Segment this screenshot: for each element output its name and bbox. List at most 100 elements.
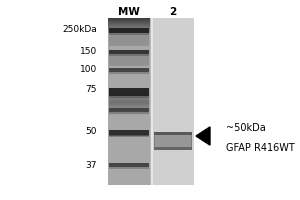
Bar [109, 103, 149, 104]
Bar [154, 132, 192, 135]
Bar [109, 59, 149, 60]
Bar [109, 104, 149, 105]
Bar [109, 44, 149, 45]
Bar [109, 62, 149, 63]
Bar [154, 147, 192, 150]
Bar [108, 24, 150, 25]
Bar [109, 88, 149, 96]
Bar [108, 20, 150, 21]
Bar [108, 29, 150, 30]
Bar [155, 135, 191, 147]
Bar [109, 28, 149, 33]
Text: MW: MW [118, 7, 140, 17]
Bar [108, 30, 150, 31]
Bar [109, 101, 149, 102]
Bar [109, 35, 149, 36]
Bar [109, 34, 149, 35]
Bar [109, 55, 149, 56]
Bar [109, 60, 149, 61]
Polygon shape [196, 127, 210, 145]
Bar [109, 43, 149, 44]
Bar [109, 57, 149, 58]
Bar [109, 61, 149, 62]
Bar [109, 108, 149, 112]
Bar [109, 114, 149, 115]
Bar [109, 112, 149, 113]
Bar [109, 97, 149, 98]
Bar [109, 112, 149, 114]
Text: 75: 75 [85, 86, 97, 95]
Bar [151, 18, 153, 185]
Bar [109, 100, 149, 101]
Bar [109, 106, 149, 107]
Bar [109, 109, 149, 110]
Bar [108, 18, 150, 19]
Bar [109, 93, 149, 94]
Bar [154, 132, 192, 150]
Bar [109, 41, 149, 42]
Bar [109, 65, 149, 66]
Text: 100: 100 [80, 66, 97, 74]
Text: 150: 150 [80, 47, 97, 56]
Bar [109, 39, 149, 40]
Bar [109, 36, 149, 37]
Bar [109, 98, 149, 99]
Bar [108, 18, 192, 185]
Bar [109, 130, 149, 135]
Bar [109, 110, 149, 111]
Bar [109, 72, 149, 74]
Bar [109, 58, 149, 59]
Bar [108, 32, 150, 33]
Bar [109, 113, 149, 114]
Bar [109, 37, 149, 38]
Bar [109, 89, 149, 90]
Bar [109, 92, 149, 93]
Bar [108, 31, 150, 32]
Bar [109, 52, 149, 53]
Bar [108, 18, 150, 185]
Bar [109, 105, 149, 106]
Bar [109, 32, 149, 33]
Bar [109, 167, 149, 169]
Bar [108, 27, 150, 28]
Bar [109, 42, 149, 43]
Text: 2: 2 [169, 7, 177, 17]
Bar [109, 33, 149, 35]
Bar [109, 107, 149, 108]
Text: 250kDa: 250kDa [62, 25, 97, 34]
Text: ~50kDa: ~50kDa [226, 123, 266, 133]
Bar [108, 25, 150, 26]
Bar [109, 108, 149, 109]
Bar [109, 135, 149, 137]
Bar [108, 26, 150, 27]
Bar [109, 111, 149, 112]
Bar [108, 22, 150, 23]
Bar [109, 54, 149, 55]
Bar [109, 54, 149, 56]
Bar [109, 95, 149, 96]
Bar [109, 53, 149, 54]
Text: 37: 37 [85, 160, 97, 170]
Text: GFAP R416WT: GFAP R416WT [226, 143, 295, 153]
Bar [109, 38, 149, 39]
Bar [109, 102, 149, 103]
Bar [109, 50, 149, 54]
Bar [109, 91, 149, 92]
Bar [109, 56, 149, 57]
Bar [109, 63, 149, 64]
Bar [109, 163, 149, 167]
Bar [109, 88, 149, 89]
Bar [109, 96, 149, 98]
Text: 50: 50 [85, 128, 97, 136]
Bar [108, 21, 150, 22]
Bar [109, 64, 149, 65]
Bar [109, 130, 149, 136]
Bar [152, 18, 194, 185]
Bar [108, 23, 150, 24]
Bar [109, 94, 149, 95]
Bar [109, 99, 149, 100]
Bar [109, 90, 149, 91]
Bar [109, 40, 149, 41]
Bar [109, 45, 149, 46]
Bar [109, 68, 149, 72]
